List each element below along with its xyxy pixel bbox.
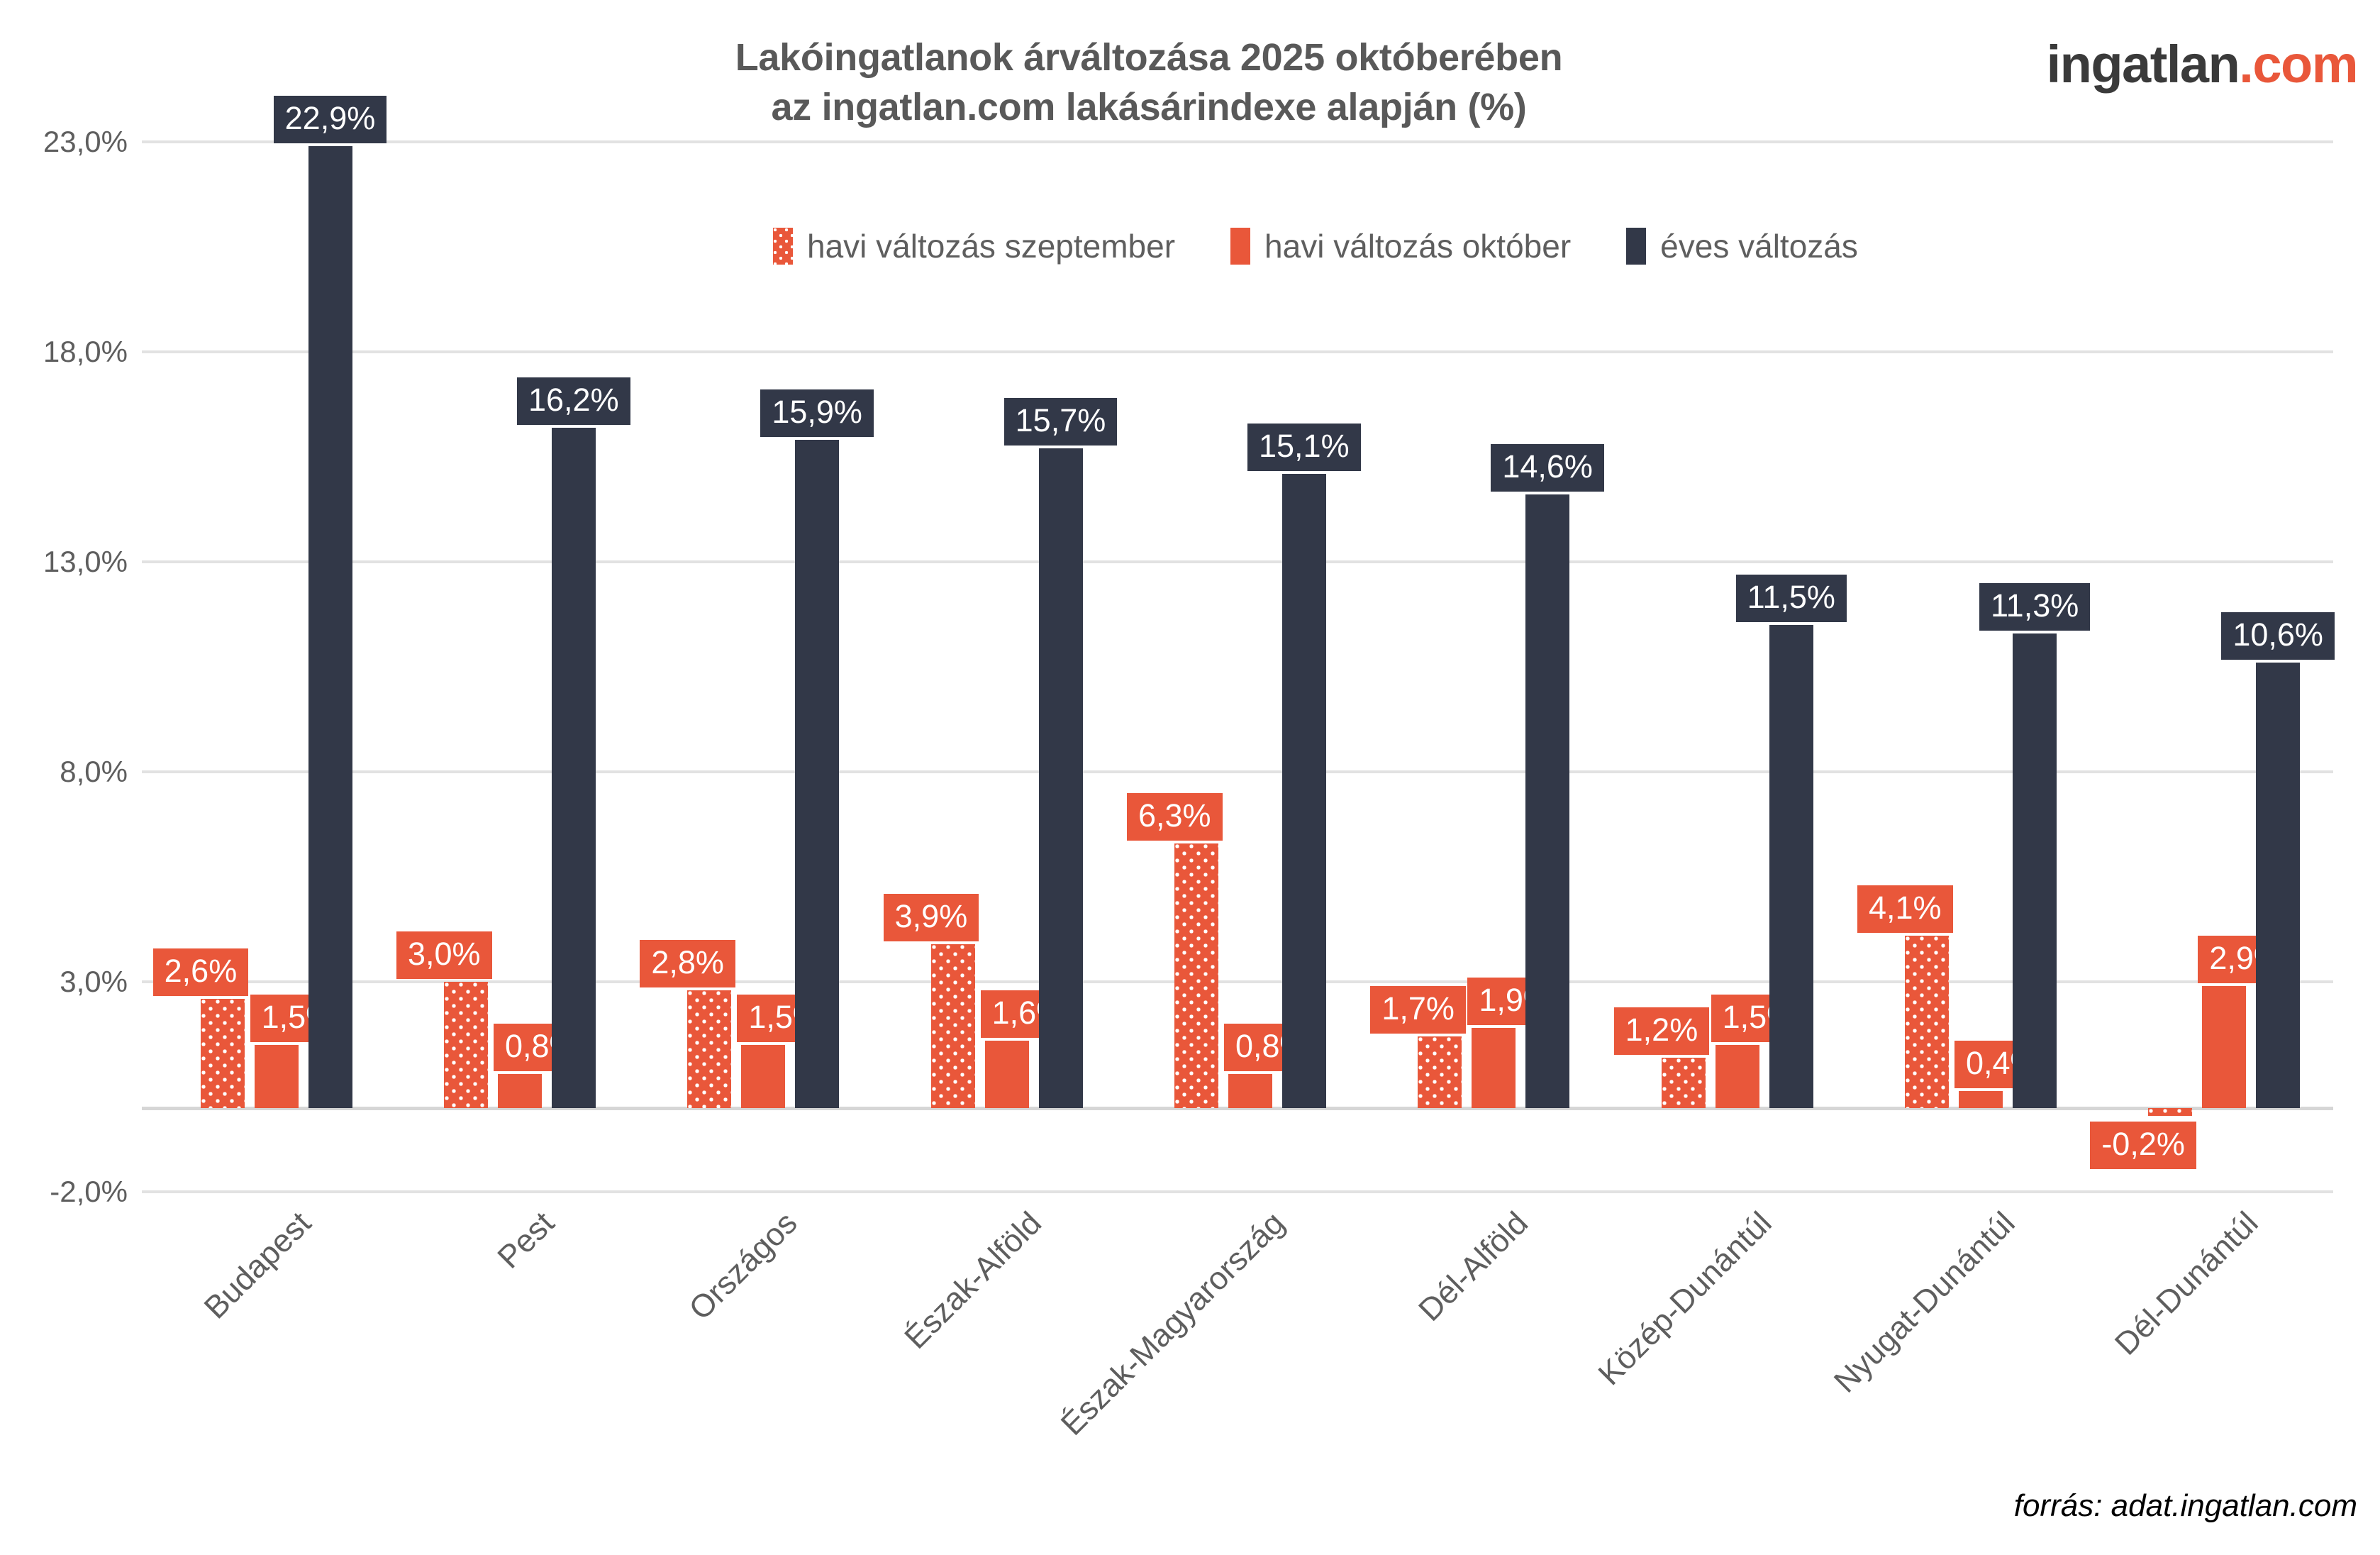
data-label-september: 3,9% (883, 893, 979, 941)
source-note: forrás: adat.ingatlan.com (2013, 1488, 2357, 1523)
data-label-annual: 22,9% (273, 95, 387, 143)
bar-october[interactable] (1958, 1090, 2003, 1108)
bar-september[interactable] (1661, 1057, 1706, 1108)
legend-label-annual: éves változás (1660, 228, 1858, 265)
chart-title-line-1: Lakóingatlanok árváltozása 2025 októberé… (735, 36, 1563, 79)
data-label-september: 6,3% (1126, 792, 1223, 841)
data-label-september: 1,7% (1370, 985, 1466, 1034)
bar-group: 4,1% 0,4% 11,3% (1846, 142, 2091, 1192)
data-label-september: 1,2% (1613, 1007, 1710, 1055)
bar-october[interactable] (1472, 1028, 1516, 1108)
bar-september[interactable] (1904, 935, 1949, 1108)
gridline (142, 770, 2333, 773)
legend-item-annual[interactable]: éves változás (1626, 227, 1858, 265)
bar-september[interactable] (2148, 1107, 2193, 1117)
logo-text-dark: ingatlan (2046, 35, 2240, 94)
page-title: Lakóingatlanok árváltozása 2025 októberé… (440, 33, 1858, 132)
y-axis-tick-label: 18,0% (43, 335, 128, 368)
data-label-annual: 11,5% (1735, 574, 1847, 622)
bar-annual[interactable] (1281, 473, 1326, 1108)
bar-october[interactable] (2202, 985, 2247, 1108)
y-axis-tick-label: 3,0% (60, 965, 128, 998)
x-axis-category-label: Észak-Magyarország (1053, 1205, 1291, 1442)
bar-group: 1,2% 1,5% 11,5% (1603, 142, 1847, 1192)
gridline (142, 140, 2333, 143)
bar-september[interactable] (930, 943, 975, 1108)
bar-september[interactable] (1174, 843, 1218, 1108)
data-label-september: 2,6% (152, 948, 249, 996)
bar-group: 3,0% 0,8% 16,2% (385, 142, 630, 1192)
chart-plot-area: 23,0% 18,0% 13,0% 8,0% 3,0% -2,0% 2,6% 1,5% 22,9… (43, 95, 2335, 1442)
legend-item-september[interactable]: havi változás szeptember (773, 227, 1175, 265)
data-label-september: 3,0% (396, 931, 492, 979)
gridline (142, 560, 2333, 563)
legend-label-september: havi változás szeptember (807, 228, 1176, 265)
legend-item-october[interactable]: havi változás október (1230, 227, 1571, 265)
bar-annual[interactable] (2256, 663, 2301, 1108)
gridline (142, 350, 2333, 353)
bar-annual[interactable] (308, 145, 352, 1108)
data-label-annual: 10,6% (2221, 612, 2335, 660)
bar-september[interactable] (200, 998, 245, 1108)
bar-october[interactable] (254, 1044, 299, 1108)
x-axis-category-label: Nyugat-Dunántúl (1826, 1205, 2022, 1400)
bar-october[interactable] (1715, 1044, 1759, 1108)
y-axis-tick-label: 8,0% (60, 755, 128, 788)
legend-label-october: havi változás október (1264, 228, 1572, 265)
data-label-annual: 15,9% (760, 389, 874, 438)
bar-group: 2,8% 1,5% 15,9% (629, 142, 874, 1192)
gridline (142, 1190, 2333, 1193)
x-axis-category-label: Észak-Alföld (896, 1205, 1048, 1356)
bar-october[interactable] (497, 1074, 542, 1108)
bar-annual[interactable] (551, 427, 596, 1108)
data-label-september: 4,1% (1857, 885, 1953, 933)
bar-september[interactable] (443, 982, 488, 1108)
x-axis-category-label: Dél-Alföld (1411, 1205, 1535, 1329)
data-label-annual: 15,1% (1247, 423, 1361, 471)
bar-annual[interactable] (1525, 494, 1570, 1108)
dotted-orange-swatch-icon (773, 228, 793, 265)
x-axis-category-label: Közép-Dunántúl (1591, 1205, 1779, 1393)
bar-group: 2,6% 1,5% 22,9% (142, 95, 387, 1192)
gridline (142, 980, 2333, 983)
chart-legend: havi változás szeptember havi változás o… (773, 227, 1858, 265)
bar-annual[interactable] (795, 440, 840, 1108)
bar-group: 3,9% 1,6% 15,7% (872, 142, 1118, 1192)
bar-october[interactable] (1228, 1074, 1272, 1108)
solid-orange-swatch-icon (1230, 228, 1251, 265)
bar-annual[interactable] (1769, 624, 1813, 1108)
bar-october[interactable] (984, 1040, 1029, 1108)
x-axis-category-label: Dél-Dunántúl (2108, 1205, 2266, 1362)
y-axis-tick-label: 23,0% (43, 125, 128, 158)
x-axis-category-label: Országos (682, 1205, 804, 1327)
bar-october[interactable] (741, 1044, 786, 1108)
bar-september[interactable] (687, 990, 732, 1108)
data-label-september: 2,8% (640, 939, 735, 987)
data-label-annual: 14,6% (1491, 444, 1604, 492)
bar-group: -0,2% 2,9% 10,6% (2090, 142, 2335, 1192)
x-axis-category-label: Budapest (196, 1205, 318, 1326)
bar-annual[interactable] (2012, 633, 2057, 1108)
data-label-annual: 11,3% (1979, 582, 2091, 631)
bar-annual[interactable] (1038, 448, 1083, 1108)
ingatlan-com-logo: ingatlan.com (2046, 34, 2359, 94)
data-label-annual: 15,7% (1003, 398, 1118, 446)
zero-baseline (142, 1106, 2333, 1110)
bar-group: 6,3% 0,8% 15,1% (1116, 142, 1361, 1192)
bar-september[interactable] (1418, 1036, 1462, 1108)
bar-group: 1,7% 1,9% 14,6% (1359, 142, 1604, 1192)
solid-navy-swatch-icon (1626, 228, 1647, 265)
chart-title-line-2: az ingatlan.com lakásárindexe alapján (%… (771, 86, 1527, 129)
data-label-annual: 16,2% (516, 377, 630, 425)
data-label-september: -0,2% (2090, 1122, 2196, 1170)
logo-text-orange: .com (2239, 35, 2358, 94)
y-axis-tick-label: 13,0% (43, 545, 128, 578)
x-axis-category-label: Pest (490, 1205, 562, 1275)
y-axis-tick-label: -2,0% (50, 1175, 128, 1208)
